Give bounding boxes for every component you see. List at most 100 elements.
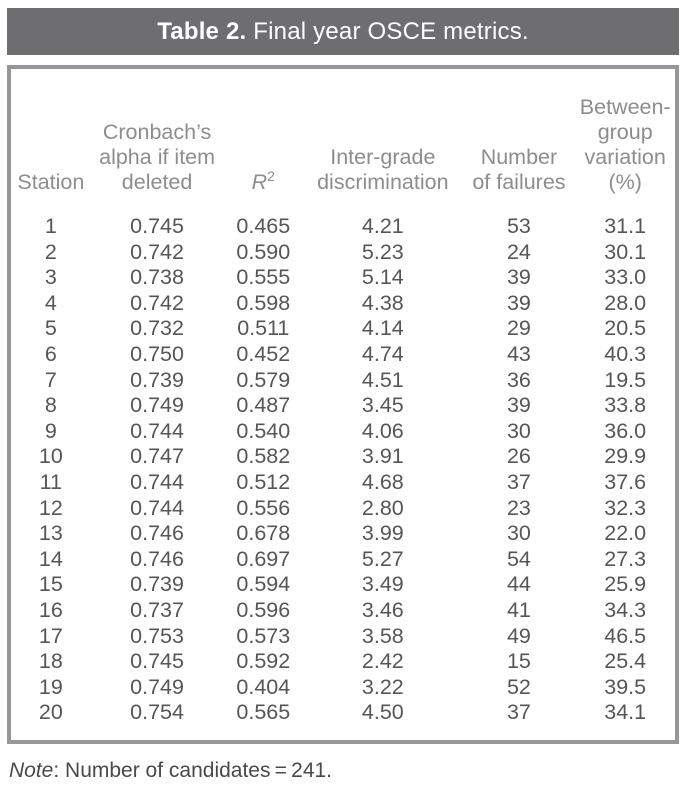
table-row: 3 0.738 0.555 5.14 39 33.0 (11, 265, 675, 291)
cell-failures: 53 (506, 214, 531, 238)
cell-discrimination: 4.68 (361, 469, 404, 494)
cell-discrimination: 4.14 (361, 316, 404, 341)
table-row: 12 0.744 0.556 2.80 23 32.3 (11, 496, 675, 522)
note-text: : Number of candidates = 241. (53, 758, 333, 782)
cell-station: 15 (38, 572, 63, 597)
cell-variation: 29.9 (604, 444, 647, 469)
note-prefix-label: Note (9, 758, 54, 782)
cell-variation: 37.6 (604, 469, 647, 494)
table-row: 17 0.753 0.573 3.58 49 46.5 (11, 624, 675, 650)
cell-alpha: 0.746 (130, 521, 184, 546)
cell-discrimination: 4.51 (361, 367, 404, 392)
cell-failures: 37 (506, 700, 531, 725)
cell-r-squared: 0.697 (236, 546, 291, 571)
cell-failures: 30 (506, 418, 531, 443)
cell-alpha: 0.745 (130, 214, 184, 238)
cell-failures: 37 (506, 469, 531, 494)
cell-variation: 31.1 (604, 214, 647, 238)
cell-alpha: 0.754 (130, 700, 184, 725)
cell-r-squared: 0.565 (236, 700, 291, 725)
cell-failures: 43 (506, 341, 531, 366)
cell-station: 20 (38, 700, 63, 725)
cell-alpha: 0.738 (130, 265, 184, 290)
cell-r-squared: 0.511 (237, 316, 290, 341)
cell-variation: 34.1 (604, 700, 647, 725)
table-note: Note: Number of candidates = 241. (9, 759, 679, 783)
cell-station: 12 (38, 495, 63, 520)
cell-r-squared: 0.678 (236, 521, 291, 546)
table-row: 19 0.749 0.404 3.22 52 39.5 (11, 675, 675, 701)
cell-r-squared: 0.555 (236, 265, 291, 290)
table-row: 4 0.742 0.598 4.38 39 28.0 (11, 291, 675, 317)
cell-discrimination: 4.74 (361, 341, 404, 366)
cell-alpha: 0.749 (130, 674, 184, 699)
cell-r-squared: 0.596 (236, 597, 291, 622)
cell-alpha: 0.746 (130, 546, 184, 571)
col-header-discrimination: Inter-grade discrimination (317, 145, 449, 194)
cell-variation: 22.0 (604, 521, 647, 546)
cell-variation: 28.0 (604, 290, 647, 315)
cell-station: 18 (38, 649, 63, 674)
table-row: 5 0.732 0.511 4.14 29 20.5 (11, 316, 675, 342)
table-row: 15 0.739 0.594 3.49 44 25.9 (11, 572, 675, 598)
col-header-r-squared: R2 (223, 69, 303, 214)
cell-alpha: 0.745 (130, 649, 184, 674)
cell-alpha: 0.739 (130, 572, 184, 597)
cell-r-squared: 0.404 (236, 674, 291, 699)
cell-alpha: 0.732 (130, 316, 184, 341)
col-header-variation: Between- group variation (%) (579, 95, 671, 194)
cell-failures: 30 (506, 521, 531, 546)
table-row: 1 0.745 0.465 4.21 53 31.1 (11, 214, 675, 240)
cell-failures: 36 (506, 367, 531, 392)
cell-failures: 54 (506, 546, 531, 571)
table-number-label: Table 2. (157, 17, 247, 45)
cell-failures: 29 (506, 316, 531, 341)
cell-r-squared: 0.592 (236, 649, 291, 674)
cell-discrimination: 3.99 (361, 521, 404, 546)
table-row: 14 0.746 0.697 5.27 54 27.3 (11, 547, 675, 573)
table-row: 7 0.739 0.579 4.51 36 19.5 (11, 368, 675, 394)
cell-discrimination: 3.58 (361, 623, 404, 648)
cell-discrimination: 3.22 (361, 674, 404, 699)
table-row: 8 0.749 0.487 3.45 39 33.8 (11, 393, 675, 419)
cell-r-squared: 0.452 (236, 341, 291, 366)
osce-metrics-table: Station Cronbach’s alpha if item deleted… (11, 69, 675, 740)
table-body: 1 0.745 0.465 4.21 53 31.1 2 0.742 0.590… (11, 214, 675, 740)
table-row: 6 0.750 0.452 4.74 43 40.3 (11, 342, 675, 368)
r-symbol: R (251, 170, 268, 194)
table-row: 2 0.742 0.590 5.23 24 30.1 (11, 240, 675, 266)
table-row: 9 0.744 0.540 4.06 30 36.0 (11, 419, 675, 445)
table-row: 18 0.745 0.592 2.42 15 25.4 (11, 649, 675, 675)
cell-alpha: 0.744 (130, 495, 184, 520)
cell-station: 6 (44, 341, 57, 366)
cell-variation: 20.5 (604, 316, 647, 341)
cell-r-squared: 0.590 (236, 239, 291, 264)
cell-discrimination: 5.14 (361, 265, 404, 290)
cell-variation: 39.5 (604, 674, 647, 699)
cell-variation: 46.5 (604, 623, 647, 648)
cell-discrimination: 5.23 (361, 239, 404, 264)
cell-failures: 23 (506, 495, 531, 520)
cell-alpha: 0.742 (130, 290, 184, 315)
cell-station: 7 (44, 367, 57, 392)
cell-station: 3 (44, 265, 57, 290)
header-row: Station Cronbach’s alpha if item deleted… (11, 69, 675, 214)
cell-alpha: 0.749 (130, 393, 184, 418)
cell-r-squared: 0.540 (236, 418, 291, 443)
cell-discrimination: 5.27 (361, 546, 404, 571)
table-title: Table 2. Final year OSCE metrics. (157, 18, 529, 46)
cell-discrimination: 3.91 (361, 444, 404, 469)
table-row: 10 0.747 0.582 3.91 26 29.9 (11, 444, 675, 470)
cell-variation: 32.3 (604, 495, 647, 520)
cell-alpha: 0.747 (130, 444, 184, 469)
cell-variation: 33.8 (604, 393, 647, 418)
table-row: 20 0.754 0.565 4.50 37 34.1 (11, 700, 675, 740)
cell-r-squared: 0.573 (236, 623, 291, 648)
cell-variation: 36.0 (604, 418, 647, 443)
cell-variation: 27.3 (604, 546, 647, 571)
cell-failures: 41 (506, 597, 531, 622)
cell-station: 8 (44, 393, 57, 418)
cell-station: 16 (38, 597, 63, 622)
cell-failures: 44 (506, 572, 531, 597)
cell-alpha: 0.742 (130, 239, 184, 264)
